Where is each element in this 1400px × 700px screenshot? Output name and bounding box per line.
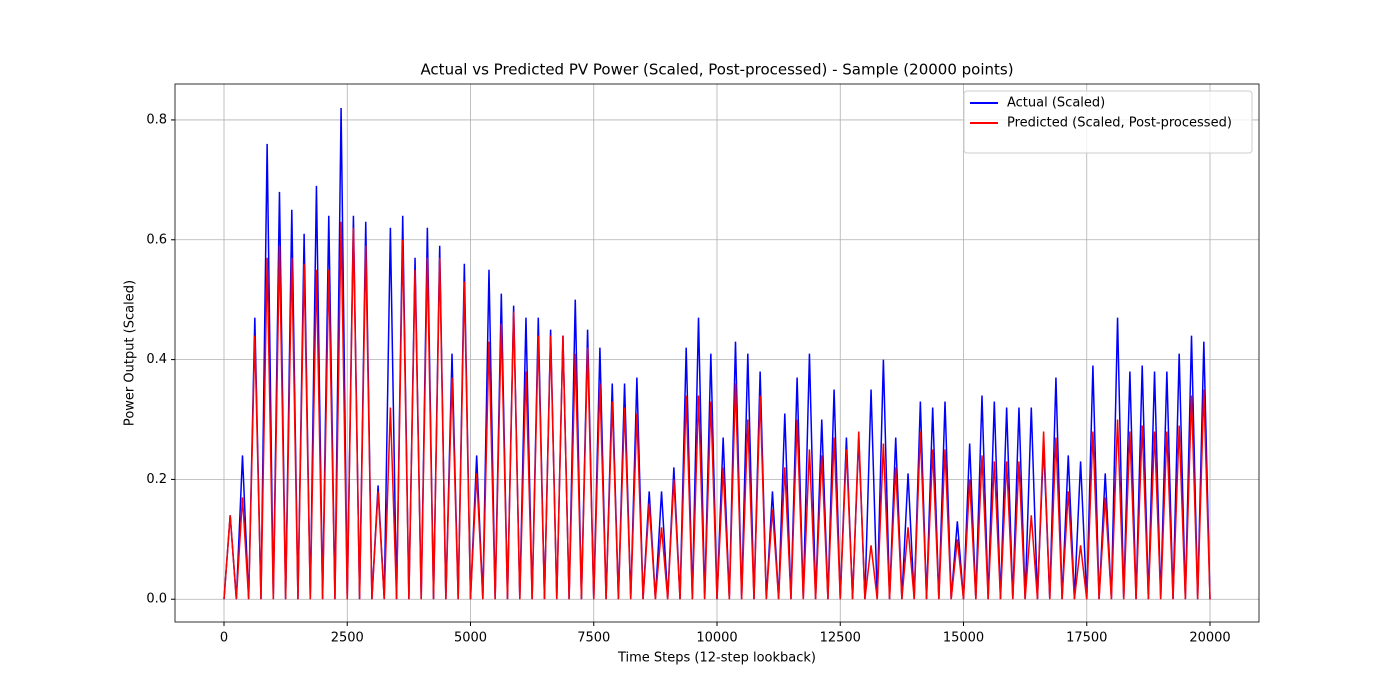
x-tick-label: 5000 bbox=[454, 631, 487, 646]
x-tick-label: 2500 bbox=[331, 631, 364, 646]
x-tick-label: 15000 bbox=[943, 631, 984, 646]
x-axis-label: Time Steps (12-step lookback) bbox=[617, 651, 816, 666]
y-tick-label: 0.6 bbox=[146, 232, 167, 247]
y-axis-label: Power Output (Scaled) bbox=[123, 280, 138, 426]
legend-label: Actual (Scaled) bbox=[1007, 96, 1105, 111]
y-tick-label: 0.8 bbox=[146, 112, 167, 127]
x-tick-label: 12500 bbox=[820, 631, 861, 646]
legend-label: Predicted (Scaled, Post-processed) bbox=[1007, 116, 1232, 131]
y-tick-label: 0.2 bbox=[146, 472, 167, 487]
plot-frame bbox=[174, 83, 1260, 623]
x-tick-label: 20000 bbox=[1189, 631, 1230, 646]
series-line bbox=[223, 221, 1211, 600]
legend-box bbox=[963, 90, 1253, 154]
y-tick-label: 0.4 bbox=[146, 352, 167, 367]
x-tick-label: 7500 bbox=[577, 631, 610, 646]
chart-title: Actual vs Predicted PV Power (Scaled, Po… bbox=[420, 61, 1013, 79]
x-tick-label: 0 bbox=[220, 631, 228, 646]
x-tick-label: 10000 bbox=[696, 631, 737, 646]
x-tick-label: 17500 bbox=[1066, 631, 1107, 646]
y-tick-label: 0.0 bbox=[146, 592, 167, 607]
legend: Actual (Scaled) Predicted (Scaled, Post-p… bbox=[963, 90, 1253, 154]
